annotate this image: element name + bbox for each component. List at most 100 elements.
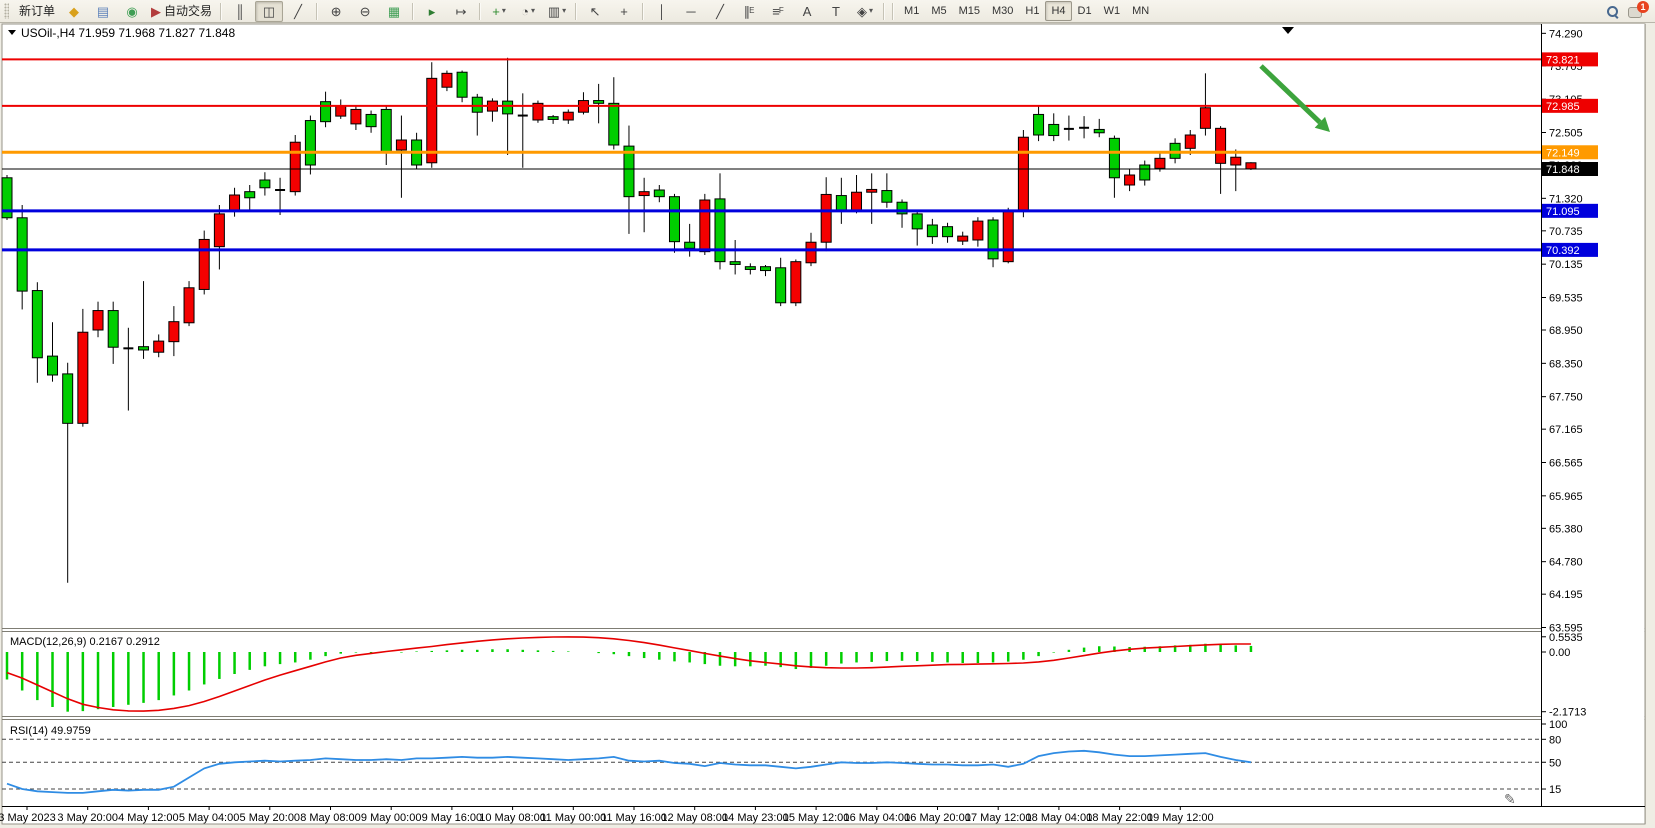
timeframe-toolbar: M1 M5 M15 M30 H1 H4 D1 W1 MN: [898, 1, 1155, 21]
vertical-line-button[interactable]: │: [648, 1, 676, 22]
bar-chart-button[interactable]: ║: [226, 1, 254, 22]
candle: [62, 362, 74, 583]
candle: [547, 115, 559, 124]
panel-separators: [2, 628, 1645, 720]
rsi-label: RSI(14) 49.9759: [10, 725, 91, 737]
chart-shift-button[interactable]: ↦: [447, 1, 475, 22]
text-glyph: A: [802, 3, 812, 19]
timeframe-h1-button[interactable]: H1: [1025, 5, 1040, 17]
timeframe-m5-button[interactable]: M5: [931, 5, 947, 17]
svg-text:72.985: 72.985: [1546, 101, 1580, 113]
toolbar-right: 1: [1607, 1, 1653, 19]
candle: [31, 282, 43, 383]
toolbar-separator: [883, 2, 886, 20]
candle: [426, 62, 438, 168]
candle: [138, 281, 150, 359]
time-marker-triangle-icon[interactable]: [1282, 27, 1294, 34]
candle: [532, 100, 544, 123]
zoom-out-button[interactable]: ⊖: [351, 1, 379, 22]
timeframe-m15-button[interactable]: M15: [958, 5, 980, 17]
new-order-button[interactable]: 新订单: [12, 1, 59, 22]
pivot-price-tag: 72.149: [1542, 145, 1598, 160]
price-tick-label: 70.135: [1549, 259, 1583, 271]
autotrading-button[interactable]: ▶ 自动交易: [147, 1, 216, 22]
candle: [1154, 152, 1166, 172]
chevron-down-icon[interactable]: ▾: [869, 6, 874, 15]
annotations-layer: [1259, 27, 1330, 132]
timeframe-w1-button[interactable]: W1: [1103, 5, 1121, 17]
time-tick-label: 16 May 04:00: [843, 812, 910, 824]
timeframe-mn-button[interactable]: MN: [1132, 5, 1150, 17]
text-button[interactable]: A: [793, 1, 821, 22]
tool-sub-label: F: [778, 6, 784, 15]
channel-glyph: ∥: [743, 3, 751, 19]
signals-icon-glyph: ◉: [126, 3, 138, 19]
cursor-glyph: ↖: [589, 3, 601, 19]
search-icon[interactable]: [1607, 5, 1619, 19]
cursor-button[interactable]: ↖: [581, 1, 609, 22]
deposit-icon[interactable]: ◆: [60, 1, 88, 22]
candle: [320, 91, 332, 128]
candle: [77, 308, 89, 427]
trend-arrow[interactable]: [1259, 64, 1330, 132]
candle: [987, 217, 999, 268]
time-tick-label: 18 May 04:00: [1026, 812, 1093, 824]
price-tick-label: 69.535: [1549, 293, 1583, 305]
line-chart-button[interactable]: ╱: [284, 1, 312, 22]
candle: [16, 205, 28, 310]
candle: [304, 115, 316, 175]
chevron-down-icon[interactable]: ▾: [562, 6, 567, 15]
symbol-collapse-icon[interactable]: [8, 30, 16, 35]
candle: [911, 210, 923, 246]
autotrading-glyph: ▶: [151, 3, 162, 19]
crosshair-button[interactable]: +: [610, 1, 638, 22]
timeframe-h4-button[interactable]: H4: [1045, 1, 1072, 21]
horizontal-line-button[interactable]: ─: [677, 1, 705, 22]
candle: [866, 173, 878, 224]
tile-windows-glyph: ▦: [387, 3, 401, 19]
auto-scroll-button[interactable]: ▸: [418, 1, 446, 22]
rsi-tick-label: 50: [1549, 757, 1561, 769]
time-tick-label: 12 May 08:00: [661, 812, 728, 824]
edit-pencil-icon[interactable]: ✎: [1504, 791, 1516, 807]
price-tick-label: 64.195: [1549, 589, 1583, 601]
price-axis: 74.29073.70573.10572.50571.92071.32070.7…: [1541, 24, 1646, 824]
candlestick-chart-button[interactable]: ◫: [255, 0, 284, 22]
signals-icon[interactable]: ◉: [118, 1, 146, 22]
chevron-down-icon[interactable]: ▾: [501, 6, 506, 15]
arrows-button[interactable]: ◈ ▾: [851, 1, 879, 22]
candle: [881, 173, 893, 208]
time-tick-label: 11 May 00:00: [540, 812, 606, 824]
indicators-button[interactable]: + ▾: [485, 1, 513, 22]
candle: [1033, 105, 1045, 142]
text-label-button[interactable]: T: [822, 1, 850, 22]
periods-button[interactable]: ◔ ▾: [514, 1, 542, 22]
templates-button[interactable]: ▥ ▾: [543, 1, 571, 22]
charts-window-icon[interactable]: ▤: [89, 1, 117, 22]
fibonacci-button[interactable]: ≡ F: [764, 1, 792, 22]
toolbar-separator: [220, 2, 223, 20]
candle: [1002, 207, 1014, 264]
candle: [1079, 116, 1090, 139]
timeframe-m30-button[interactable]: M30: [992, 5, 1014, 17]
timeframe-d1-button[interactable]: D1: [1077, 5, 1092, 17]
price-tick-label: 65.380: [1549, 523, 1583, 535]
chevron-down-icon[interactable]: ▾: [530, 6, 535, 15]
notifications-icon[interactable]: 1: [1628, 1, 1649, 18]
zoom-in-button[interactable]: ⊕: [322, 1, 350, 22]
timeframe-m1-button[interactable]: M1: [904, 5, 920, 17]
candle: [593, 83, 605, 124]
candle: [653, 185, 665, 203]
macd-tick-label: 0.5535: [1549, 632, 1583, 644]
tile-windows-button[interactable]: ▦: [380, 1, 408, 22]
price-tick-label: 66.565: [1549, 458, 1583, 470]
candle: [471, 93, 483, 136]
candle: [926, 218, 938, 244]
trendline-button[interactable]: ╱: [706, 1, 734, 22]
tool-sub-label: E: [749, 6, 755, 15]
channel-button[interactable]: ∥ E: [735, 1, 763, 22]
candle: [699, 193, 711, 255]
price-tick-label: 71.320: [1549, 193, 1583, 205]
